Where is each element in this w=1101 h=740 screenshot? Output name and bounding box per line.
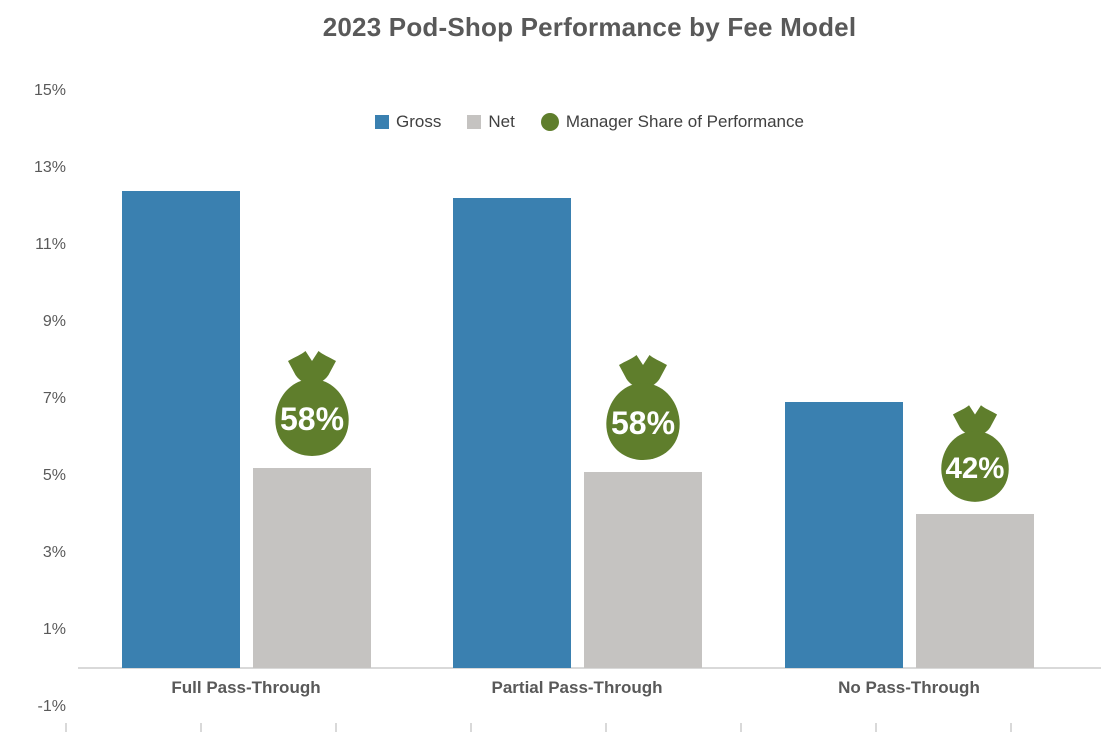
money-bag-icon: 58% — [262, 350, 362, 458]
category-label: Full Pass-Through — [171, 678, 321, 697]
bottom-axis-tick — [740, 723, 742, 732]
y-axis-tick-label: 11% — [35, 235, 66, 253]
bottom-axis-tick — [200, 723, 202, 732]
legend-label-net: Net — [488, 112, 515, 131]
net-bar — [252, 468, 371, 668]
y-axis-tick-label: 7% — [42, 389, 66, 407]
y-axis-tick-label: 15% — [33, 81, 66, 99]
legend-label-gross: Gross — [396, 112, 442, 131]
bottom-axis-tick — [335, 723, 337, 732]
money-bag-icon: 42% — [929, 404, 1021, 504]
bottom-axis-tick — [1010, 723, 1012, 732]
manager-share-legend-circle-icon — [540, 113, 559, 131]
net-legend-square-icon — [467, 115, 482, 129]
bottom-axis-tick — [470, 723, 472, 732]
y-axis-tick-label: 3% — [42, 543, 66, 561]
gross-bar — [452, 198, 571, 668]
bottom-axis-tick — [605, 723, 607, 732]
y-axis-tick-label: 1% — [42, 620, 66, 638]
legend-item-manager-share: Manager Share of Performance — [540, 112, 804, 132]
y-axis-tick-label: 9% — [42, 312, 66, 330]
gross-bar — [121, 191, 240, 668]
category-label: No Pass-Through — [838, 678, 980, 697]
manager-share-value: 58% — [610, 405, 674, 441]
bottom-axis-tick — [65, 723, 67, 732]
money-bag-icon: 58% — [593, 354, 693, 462]
y-axis-tick-label: -1% — [37, 697, 66, 715]
gross-legend-square-icon — [375, 115, 390, 129]
net-bar — [915, 514, 1034, 668]
bottom-axis-tick — [875, 723, 877, 732]
chart-title: 2023 Pod-Shop Performance by Fee Model — [322, 12, 857, 42]
manager-share-value: 42% — [945, 452, 1004, 485]
manager-share-value: 58% — [279, 401, 343, 437]
legend-label-manager-share: Manager Share of Performance — [565, 112, 804, 131]
gross-bar — [784, 402, 903, 668]
net-bar — [583, 472, 702, 668]
x-axis-line — [78, 667, 1101, 669]
category-label: Partial Pass-Through — [491, 678, 663, 697]
legend: Gross Net Manager Share of Performance — [78, 112, 1101, 132]
y-axis-tick-label: 5% — [42, 466, 66, 484]
legend-item-gross: Gross — [375, 112, 441, 132]
legend-item-net: Net — [467, 112, 515, 132]
y-axis-tick-label: 13% — [33, 158, 66, 176]
